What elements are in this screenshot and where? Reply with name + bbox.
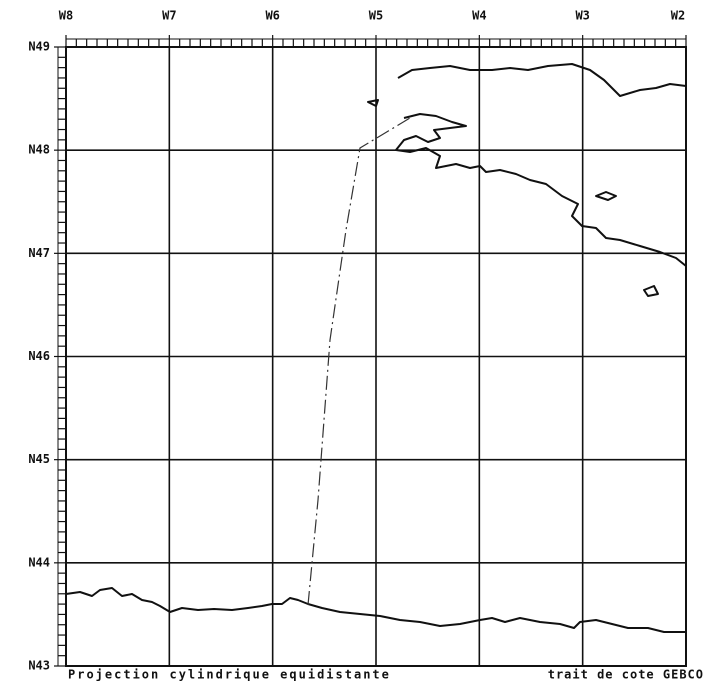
coast-brittany-north: [397, 63, 687, 97]
longitude-label: W7: [162, 9, 176, 23]
latitude-label: N49: [28, 40, 50, 54]
coast-brittany-west: [395, 113, 687, 267]
source-note: trait de cote GEBCO: [548, 668, 704, 682]
coast-spain: [65, 587, 686, 633]
frame: [65, 46, 687, 667]
latitude-label: N44: [28, 555, 50, 569]
projection-note: Projection cylindrique equidistante: [68, 668, 391, 682]
latitude-label: N45: [28, 452, 50, 466]
longitude-label: W8: [59, 9, 73, 23]
longitude-label: W6: [265, 9, 279, 23]
longitude-label: W5: [369, 9, 383, 23]
longitude-label: W4: [472, 9, 486, 23]
latitude-label: N47: [28, 246, 50, 260]
ship-track: [307, 117, 411, 606]
latitude-label: N48: [28, 143, 50, 157]
latitude-label: N46: [28, 349, 50, 363]
coast-island: [367, 99, 379, 107]
latitude-label: N43: [28, 659, 50, 673]
longitude-label: W3: [575, 9, 589, 23]
coastlines: [65, 63, 687, 633]
coast-island: [643, 285, 659, 297]
coast-island: [595, 191, 617, 201]
longitude-label: W2: [671, 9, 685, 23]
